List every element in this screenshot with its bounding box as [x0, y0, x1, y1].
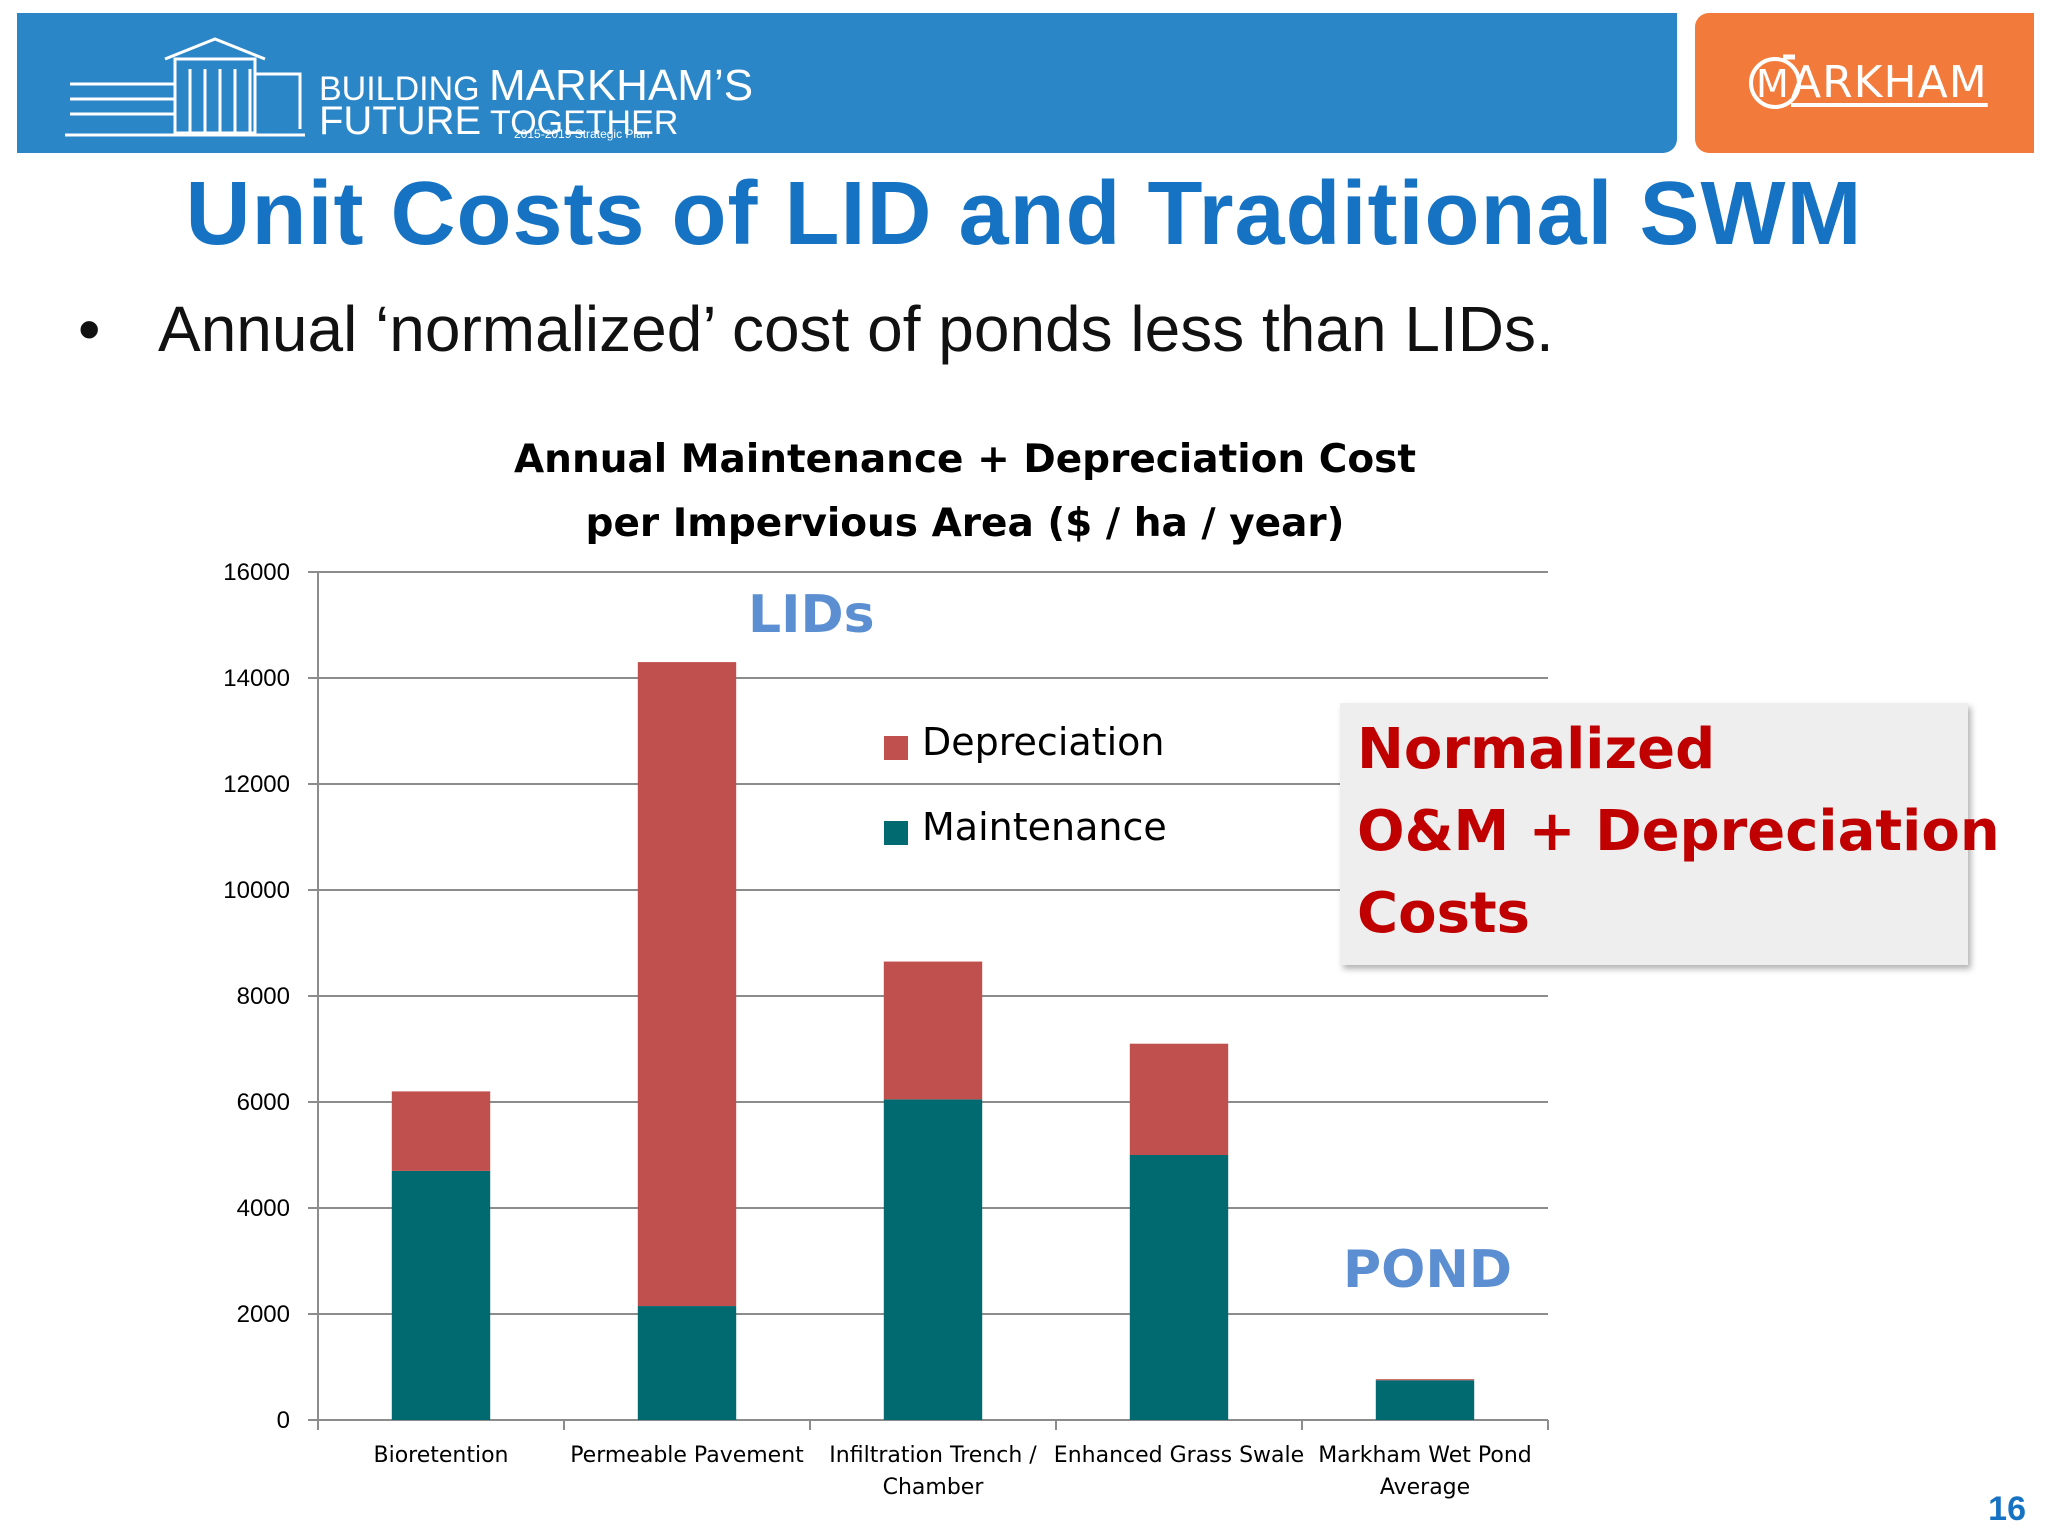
bar-maintenance-4 — [1129, 1155, 1229, 1420]
markham-brand-logo: M ARKHAM — [1695, 13, 2034, 153]
brand-initial: M — [1756, 62, 1789, 106]
y-tick-label: 0 — [277, 1407, 290, 1434]
banner-subtitle: 2015-2019 Strategic Plan — [514, 127, 650, 141]
legend-label-depreciation: Depreciation — [922, 720, 1165, 764]
x-category-label: Markham Wet Pond — [1318, 1443, 1532, 1468]
normalized-cost-callout: Normalized O&M + Depreciation Costs — [1340, 703, 2000, 965]
y-tick-label: 10000 — [223, 877, 290, 904]
lids-annotation: LIDs — [748, 585, 875, 645]
x-category-label: Bioretention — [373, 1443, 508, 1468]
civic-centre-logo-icon — [65, 37, 305, 137]
x-category-label: Infiltration Trench / — [829, 1443, 1037, 1468]
markham-m-icon: M — [1749, 54, 1801, 109]
banner-line-2: FUTURE TOGETHER — [319, 99, 678, 144]
bar-maintenance-1 — [391, 1170, 491, 1420]
x-category-label: Permeable Pavement — [570, 1443, 804, 1468]
brand-wordmark: ARKHAM — [1791, 57, 1988, 108]
legend-swatch-depreciation — [884, 736, 908, 760]
callout-line-3: Costs — [1357, 881, 1531, 946]
banner-word-together: TOGETHER — [481, 104, 679, 142]
legend-swatch-maintenance — [884, 821, 908, 845]
header-banner: BUILDING MARKHAM’S FUTURE TOGETHER 2015-… — [17, 13, 1677, 153]
bar-depreciation-5 — [1375, 1379, 1475, 1381]
bullet-dot: • — [78, 293, 101, 365]
chart-title-line-2: per Impervious Area ($ / ha / year) — [585, 501, 1345, 546]
y-tick-label: 4000 — [237, 1195, 290, 1222]
legend-label-maintenance: Maintenance — [922, 805, 1167, 849]
y-tick-label: 12000 — [223, 771, 290, 798]
slide-title: Unit Costs of LID and Traditional SWM — [185, 164, 1863, 264]
y-tick-label: 14000 — [223, 665, 290, 692]
bar-depreciation-2 — [637, 662, 737, 1307]
callout-line-2: O&M + Depreciation — [1357, 799, 2000, 864]
pond-annotation: POND — [1343, 1240, 1512, 1300]
bar-depreciation-1 — [391, 1091, 491, 1171]
x-category-label: Chamber — [883, 1475, 985, 1500]
x-category-label: Enhanced Grass Swale — [1054, 1443, 1304, 1468]
bar-maintenance-2 — [637, 1306, 737, 1420]
page-number: 16 — [1988, 1490, 2026, 1528]
chart-title-line-1: Annual Maintenance + Depreciation Cost — [514, 437, 1416, 482]
banner-word-markhams: MARKHAM’S — [489, 61, 754, 110]
callout-line-1: Normalized — [1357, 717, 1716, 782]
bar-depreciation-3 — [883, 961, 983, 1100]
y-tick-label: 2000 — [237, 1301, 290, 1328]
bullet-text: Annual ‘normalized’ cost of ponds less t… — [158, 293, 1554, 365]
banner-line-1: BUILDING MARKHAM’S — [319, 61, 753, 111]
banner-word-future: FUTURE — [319, 99, 482, 143]
y-tick-label: 16000 — [223, 559, 290, 586]
bar-maintenance-3 — [883, 1099, 983, 1420]
x-category-label: Average — [1380, 1475, 1470, 1500]
y-tick-label: 6000 — [237, 1089, 290, 1116]
chart-title: Annual Maintenance + Depreciation Cost p… — [505, 428, 1425, 556]
banner-word-building: BUILDING — [319, 70, 490, 108]
bar-depreciation-4 — [1129, 1043, 1229, 1155]
bar-maintenance-5 — [1375, 1380, 1475, 1420]
y-tick-label: 8000 — [237, 983, 290, 1010]
